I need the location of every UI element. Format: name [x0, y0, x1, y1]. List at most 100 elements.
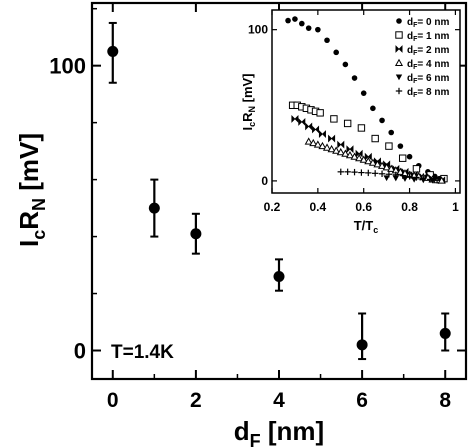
marker-filled-down-triangle — [401, 176, 409, 182]
marker-open-square — [398, 154, 407, 162]
marker-open-triangle — [359, 155, 368, 163]
marker-filled-circle — [360, 90, 367, 96]
inset-y-tick-label: 100 — [248, 23, 268, 37]
legend-label-pre: d — [407, 45, 413, 56]
marker-filled-circle — [351, 75, 358, 81]
marker-filled-circle — [324, 37, 330, 44]
marker-bowtie — [364, 152, 372, 161]
marker-filled-circle — [333, 49, 339, 56]
marker-filled-down-triangle — [410, 176, 418, 183]
marker-filled-circle — [299, 20, 305, 27]
marker-filled-circle — [397, 143, 404, 149]
inset-y-label-i: I — [240, 127, 255, 131]
main-y-label-unit: [mV] — [14, 133, 44, 198]
inset-x-tick-label: 1 — [452, 200, 459, 214]
main-y-axis-label: IcRN [mV] — [14, 133, 49, 247]
main-x-label-unit: [nm] — [261, 416, 325, 446]
marker-open-triangle — [355, 153, 364, 162]
data-point — [439, 327, 451, 339]
inset-x-label-main: T/T — [354, 218, 374, 233]
marker-open-square — [395, 31, 403, 39]
marker-bowtie — [328, 134, 336, 143]
marker-bowtie — [346, 145, 354, 154]
legend-label-sub: F — [413, 50, 418, 57]
marker-filled-circle — [406, 153, 413, 160]
data-point — [356, 339, 368, 351]
marker-bowtie — [337, 140, 345, 149]
marker-filled-circle — [379, 117, 385, 124]
marker-open-triangle — [382, 163, 391, 171]
temperature-annotation: T=1.4K — [111, 342, 174, 363]
marker-bowtie — [298, 117, 306, 126]
marker-filled-circle — [342, 61, 349, 68]
data-point — [273, 270, 285, 282]
marker-open-triangle — [318, 141, 327, 150]
inset-y-tick-label: 0 — [261, 174, 268, 188]
marker-filled-circle — [370, 105, 376, 112]
legend-label-post: = 6 nm — [417, 73, 449, 84]
marker-open-square — [330, 115, 338, 123]
marker-filled-circle — [292, 16, 298, 22]
main-y-tick-label: 100 — [49, 54, 86, 79]
marker-bowtie — [312, 125, 320, 134]
legend-label-sub: F — [413, 78, 418, 85]
inset-y-label-sub-n: N — [247, 106, 257, 113]
marker-open-triangle — [368, 158, 377, 166]
marker-open-triangle — [345, 150, 355, 159]
main-x-label-sub: F — [250, 431, 261, 447]
legend-label-pre: d — [407, 73, 413, 84]
main-x-tick-label: 0 — [107, 389, 119, 412]
marker-open-square — [412, 165, 421, 173]
inset-x-tick-label: 0.2 — [264, 200, 281, 214]
legend-label-sub: F — [413, 36, 418, 43]
marker-bowtie — [305, 122, 313, 131]
legend-label: dF= 0 nm — [407, 17, 449, 29]
legend-label-post: = 0 nm — [417, 17, 449, 28]
data-point — [107, 45, 119, 57]
legend-label: dF= 1 nm — [407, 31, 449, 43]
legend-label: dF= 8 nm — [407, 87, 449, 99]
main-y-tick-label: 0 — [74, 339, 86, 364]
marker-filled-down-triangle — [392, 175, 400, 182]
marker-open-triangle — [341, 149, 350, 157]
marker-filled-circle — [305, 25, 312, 31]
main-y-label-sub-n: N — [29, 198, 49, 211]
legend-label-sub: F — [413, 92, 418, 99]
marker-open-triangle — [313, 140, 322, 148]
main-x-axis-label: dF [nm] — [234, 416, 324, 447]
legend-label-post: = 8 nm — [417, 87, 449, 98]
marker-open-triangle — [304, 137, 313, 145]
marker-open-triangle — [396, 167, 405, 175]
inset-x-tick-label: 0.8 — [401, 200, 418, 214]
marker-bowtie — [318, 130, 326, 138]
legend-label-sub: F — [413, 22, 418, 29]
main-x-tick-label: 4 — [273, 389, 285, 412]
marker-open-triangle — [364, 157, 373, 165]
marker-open-triangle — [309, 138, 318, 147]
marker-open-triangle — [327, 144, 336, 153]
legend-label-pre: d — [407, 17, 413, 28]
main-y-label-sub-c: c — [29, 230, 49, 240]
marker-open-triangle — [350, 152, 359, 160]
marker-open-square — [371, 134, 379, 143]
data-point — [148, 202, 160, 214]
main-y-label-r: R — [14, 211, 44, 230]
legend-label-sub: F — [413, 64, 418, 71]
marker-bowtie — [355, 149, 363, 158]
marker-open-triangle — [377, 161, 387, 169]
marker-open-triangle — [373, 160, 382, 168]
marker-filled-down-triangle — [395, 74, 403, 81]
main-x-tick-label: 2 — [190, 389, 202, 412]
marker-open-square — [343, 119, 352, 128]
marker-bowtie — [395, 45, 403, 53]
inset-y-label-unit: [mV] — [240, 73, 255, 106]
marker-open-triangle — [387, 164, 396, 172]
marker-filled-circle — [285, 17, 291, 24]
legend-label-post: = 4 nm — [417, 59, 449, 70]
legend-label-pre: d — [407, 31, 413, 42]
marker-open-triangle — [332, 146, 341, 154]
inset-axis-ticks: 0.2 0.4 0.6 0.8 1 0 100 — [248, 10, 460, 214]
main-x-tick-label: 6 — [356, 389, 368, 412]
